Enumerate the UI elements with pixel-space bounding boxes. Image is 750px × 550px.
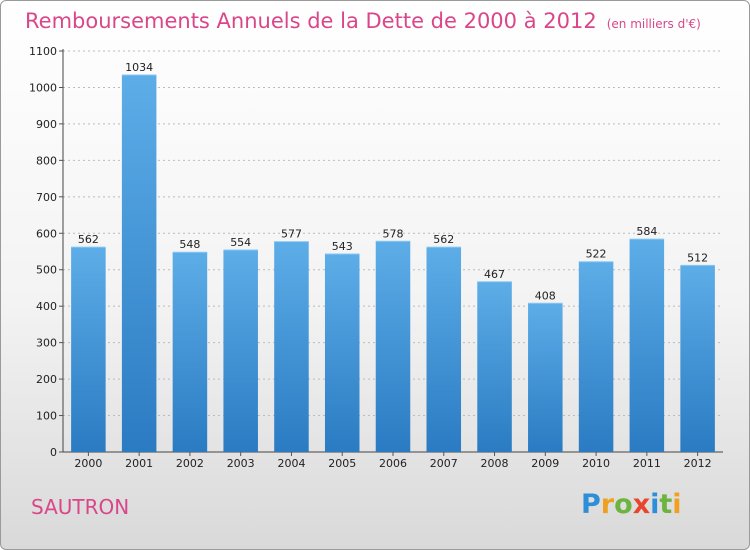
x-tick-label: 2003 (227, 457, 255, 470)
y-tick-label: 700 (36, 191, 57, 204)
y-tick-label: 1100 (29, 45, 57, 58)
chart-title: Remboursements Annuels de la Dette de 20… (25, 9, 701, 33)
bar-value-label: 512 (687, 251, 708, 264)
logo-letter: i (650, 489, 660, 520)
x-tick-label: 2004 (277, 457, 305, 470)
y-tick-label: 900 (36, 118, 57, 131)
bar-value-label: 522 (586, 248, 607, 261)
bar-value-label: 562 (78, 233, 99, 246)
bar (172, 252, 208, 452)
proxiti-logo: Proxiti (581, 489, 682, 520)
x-tick-label: 2001 (125, 457, 153, 470)
logo-letter: x (632, 489, 651, 520)
bar-value-label: 408 (535, 289, 556, 302)
x-tick-label: 2010 (582, 457, 610, 470)
logo-letter: P (581, 489, 601, 520)
y-tick-label: 1000 (29, 81, 57, 94)
bar-value-label: 577 (281, 228, 302, 241)
x-tick-label: 2005 (328, 457, 356, 470)
y-tick-label: 200 (36, 373, 57, 386)
bar (426, 247, 462, 452)
y-tick-label: 0 (50, 446, 57, 459)
y-tick-label: 500 (36, 264, 57, 277)
chart-unit: (en milliers d'€) (606, 17, 701, 31)
logo-letter: i (672, 489, 682, 520)
bar-value-label: 548 (179, 238, 200, 251)
bar (629, 239, 665, 452)
x-tick-label: 2011 (633, 457, 661, 470)
y-tick-label: 300 (36, 337, 57, 350)
city-name: SAUTRON (31, 495, 130, 519)
y-tick-label: 400 (36, 300, 57, 313)
bar (274, 241, 309, 452)
bar-value-label: 584 (636, 225, 657, 238)
chart-title-text: Remboursements Annuels de la Dette de 20… (25, 9, 597, 33)
bar (324, 254, 360, 452)
logo-letter: r (600, 489, 615, 520)
x-tick-label: 2007 (430, 457, 458, 470)
x-tick-label: 2012 (684, 457, 712, 470)
bar-value-label: 578 (383, 227, 404, 240)
bar-value-label: 1034 (125, 61, 153, 74)
x-tick-label: 2000 (74, 457, 102, 470)
bar (375, 241, 411, 452)
logo-letter: o (614, 489, 633, 520)
y-tick-label: 800 (36, 154, 57, 167)
bar (528, 303, 563, 452)
logo-letter: t (659, 489, 673, 520)
x-tick-label: 2009 (531, 457, 559, 470)
y-tick-label: 600 (36, 227, 57, 240)
bar (121, 75, 157, 452)
y-tick-label: 100 (36, 410, 57, 423)
bar (578, 261, 614, 452)
bar (680, 265, 715, 452)
bar (477, 281, 512, 452)
bar-value-label: 467 (484, 268, 505, 281)
bar-value-label: 554 (230, 236, 251, 249)
bar-value-label: 562 (433, 233, 454, 246)
bar-value-label: 543 (332, 240, 353, 253)
x-tick-label: 2002 (176, 457, 204, 470)
x-tick-label: 2006 (379, 457, 407, 470)
bar (223, 250, 258, 452)
bar (71, 247, 106, 452)
x-tick-label: 2008 (481, 457, 509, 470)
